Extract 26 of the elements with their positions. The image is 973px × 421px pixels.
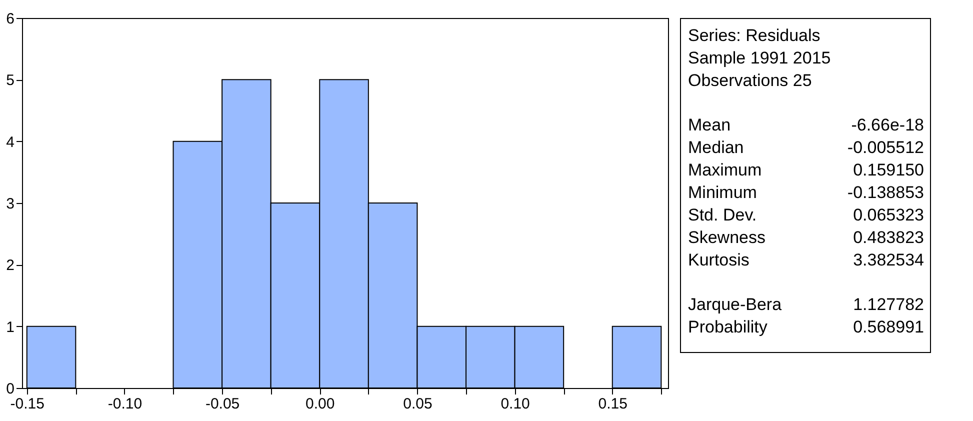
x-tick-label: -0.15 [10,396,44,412]
x-tick-label: 0.10 [500,396,530,412]
y-tick-label: 1 [6,318,14,336]
text: Maximum 0.159150 [688,160,924,180]
y-tick-label: 5 [6,72,14,90]
text: Series: Residuals [688,26,820,45]
x-tick-label: 0.05 [403,396,432,412]
text: Mean -6.66e-18 [688,116,924,134]
text: Observations 25 [688,71,812,90]
text: Kurtosis 3.382534 [688,250,924,270]
text: Std. Dev. 0.065323 [688,206,924,224]
text: Median -0.005512 [688,138,924,157]
text: Jarque-Bera 1.127782 [688,295,924,314]
x-tick-label: 0.00 [306,396,335,412]
text: Skewness 0.483823 [688,228,924,247]
y-tick-label: 2 [6,257,14,274]
text: Minimum -0.138853 [688,183,924,202]
y-tick-label: 6 [6,10,14,28]
text: Sample 1991 2015 [688,48,831,68]
y-tick-label: 4 [6,134,14,151]
x-tick-label: -0.10 [108,396,142,412]
x-tick-label: 0.15 [598,396,628,412]
x-tick-label: -0.05 [205,396,240,412]
y-tick-label: 3 [6,196,14,212]
y-tick-label: 0 [6,380,14,398]
text: Probability 0.568991 [688,318,924,336]
